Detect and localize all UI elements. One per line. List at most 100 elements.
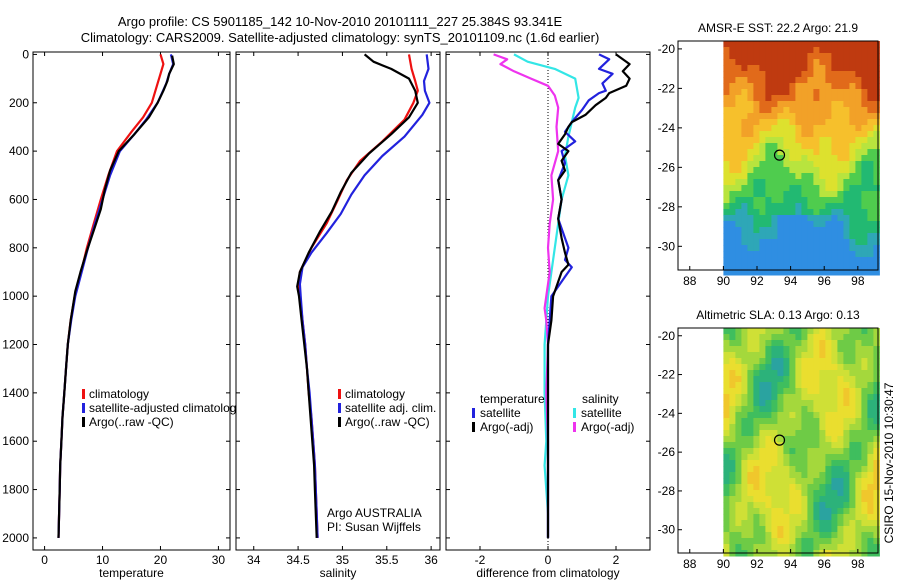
map-cell <box>783 382 790 389</box>
map-cell <box>819 418 826 425</box>
map-cell <box>813 41 820 48</box>
map-cell <box>777 388 784 395</box>
map-cell <box>801 454 808 461</box>
map-cell <box>795 215 802 222</box>
map-cell <box>765 538 772 545</box>
map-cell <box>837 149 844 156</box>
map-cell <box>735 161 742 168</box>
map-cell <box>771 448 778 455</box>
legend-label: climatology <box>89 387 149 401</box>
map-cell <box>723 161 730 168</box>
map-cell <box>723 496 730 503</box>
map-cell <box>867 155 874 162</box>
map-cell <box>867 143 874 150</box>
map-cell <box>789 119 796 126</box>
map-cell <box>813 89 820 96</box>
map-cell <box>849 227 856 234</box>
map-cell <box>801 394 808 401</box>
map-cell <box>813 161 820 168</box>
map-cell <box>831 544 838 551</box>
map-cell <box>795 107 802 114</box>
map-cell <box>747 430 754 437</box>
map-cell <box>849 101 856 108</box>
map-cell <box>843 101 850 108</box>
map-cell <box>729 538 736 545</box>
map-cell <box>837 508 844 515</box>
map-cell <box>777 334 784 341</box>
map-cell <box>819 412 826 419</box>
map-cell <box>789 430 796 437</box>
map-cell <box>849 119 856 126</box>
map-cell <box>723 340 730 347</box>
map-cell <box>837 143 844 150</box>
map-cell <box>753 328 760 335</box>
map-cell <box>777 370 784 377</box>
map-cell <box>723 472 730 479</box>
map-cell <box>807 472 814 479</box>
map-cell <box>735 370 742 377</box>
map-cell <box>777 520 784 527</box>
map-cell <box>789 472 796 479</box>
map-cell <box>789 101 796 108</box>
map-cell <box>867 107 874 114</box>
map-cell <box>783 125 790 132</box>
map-cell <box>855 89 862 96</box>
map-cell <box>861 442 868 449</box>
map-cell <box>843 47 850 54</box>
map-cell <box>819 424 826 431</box>
map-cell <box>723 65 730 72</box>
map-cell <box>735 364 742 371</box>
map-cell <box>753 484 760 491</box>
map-cell <box>807 143 814 150</box>
map-cell <box>861 203 868 210</box>
map-cell <box>753 245 760 252</box>
map-cell <box>843 215 850 222</box>
map-cell <box>783 538 790 545</box>
map-cell <box>723 370 730 377</box>
map-cell <box>795 89 802 96</box>
map-cell <box>789 538 796 545</box>
map-cell <box>789 47 796 54</box>
map-cell <box>747 436 754 443</box>
map-cell <box>729 77 736 84</box>
map-cell <box>843 89 850 96</box>
map-cell <box>807 107 814 114</box>
map-x-tick-label: 92 <box>750 274 764 288</box>
map-cell <box>723 203 730 210</box>
map-cell <box>825 263 832 270</box>
map-cell <box>825 47 832 54</box>
map-cell <box>825 352 832 359</box>
map-cell <box>813 77 820 84</box>
map-cell <box>873 89 880 96</box>
map-cell <box>813 263 820 270</box>
map-cell <box>861 131 868 138</box>
legend-swatch <box>338 389 341 399</box>
map-cell <box>729 340 736 347</box>
map-cell <box>753 388 760 395</box>
map-cell <box>771 328 778 335</box>
map-cell <box>759 107 766 114</box>
map-cell <box>807 113 814 120</box>
map-cell <box>831 77 838 84</box>
map-cell <box>789 466 796 473</box>
map-cell <box>741 179 748 186</box>
map-cell <box>723 346 730 353</box>
map-cell <box>765 448 772 455</box>
map-cell <box>789 382 796 389</box>
map-cell <box>783 107 790 114</box>
map-cell <box>795 41 802 48</box>
map-cell <box>837 346 844 353</box>
map-cell <box>861 233 868 240</box>
map-cell <box>789 400 796 407</box>
map-cell <box>843 514 850 521</box>
map-cell <box>825 197 832 204</box>
map-cell <box>765 71 772 78</box>
map-cell <box>741 251 748 258</box>
map-cell <box>801 400 808 407</box>
map-cell <box>855 532 862 539</box>
map-cell <box>855 155 862 162</box>
map-cell <box>843 418 850 425</box>
map-cell <box>837 41 844 48</box>
map-cell <box>867 131 874 138</box>
map-cell <box>819 149 826 156</box>
